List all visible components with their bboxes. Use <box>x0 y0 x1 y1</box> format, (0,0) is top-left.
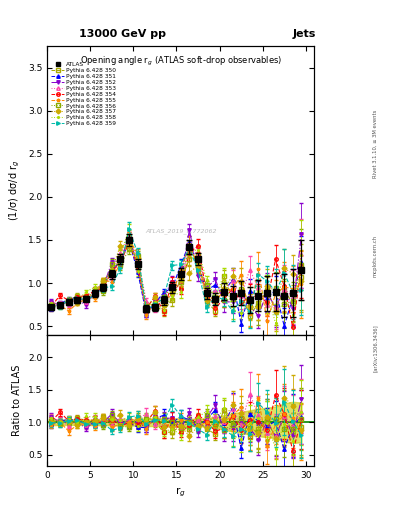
Y-axis label: (1/σ) dσ/d r$_g$: (1/σ) dσ/d r$_g$ <box>8 160 22 221</box>
Text: ATLAS_2019_I1772062: ATLAS_2019_I1772062 <box>145 228 217 233</box>
Y-axis label: Ratio to ATLAS: Ratio to ATLAS <box>12 365 22 436</box>
Text: 13000 GeV pp: 13000 GeV pp <box>79 29 165 39</box>
Text: Jets: Jets <box>293 29 316 39</box>
Legend: ATLAS, Pythia 6.428 350, Pythia 6.428 351, Pythia 6.428 352, Pythia 6.428 353, P: ATLAS, Pythia 6.428 350, Pythia 6.428 35… <box>50 60 118 127</box>
Text: [arXiv:1306.3436]: [arXiv:1306.3436] <box>373 324 378 372</box>
X-axis label: r$_g$: r$_g$ <box>175 485 186 499</box>
Text: Rivet 3.1.10, ≥ 3M events: Rivet 3.1.10, ≥ 3M events <box>373 109 378 178</box>
Text: Opening angle r$_g$ (ATLAS soft-drop observables): Opening angle r$_g$ (ATLAS soft-drop obs… <box>80 55 282 68</box>
Text: mcplots.cern.ch: mcplots.cern.ch <box>373 235 378 277</box>
